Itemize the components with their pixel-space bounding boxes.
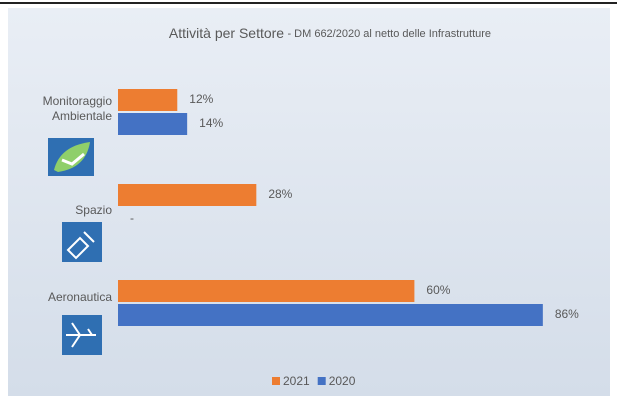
- data-label: -: [130, 211, 134, 225]
- data-label: 12%: [189, 92, 213, 106]
- label-line: Monitoraggio: [43, 94, 113, 108]
- label-line: Ambientale: [52, 109, 112, 123]
- legend-swatch: [317, 377, 326, 385]
- bar: [118, 89, 178, 111]
- bar: [118, 113, 188, 135]
- bar: [118, 184, 257, 206]
- bar: [118, 280, 415, 302]
- subtitle: - DM 662/2020 al netto delle Infrastrutt…: [287, 28, 491, 40]
- icon: [48, 138, 94, 176]
- icon: [62, 315, 102, 355]
- data-label: 60%: [426, 283, 450, 297]
- title: Attività per Settore: [169, 25, 284, 41]
- bar: [118, 304, 543, 326]
- data-label: 86%: [555, 307, 579, 321]
- chart-area: [8, 8, 610, 396]
- y-tick-label: Aeronautica: [48, 290, 112, 304]
- data-label: 14%: [199, 116, 223, 130]
- y-tick-label: Spazio: [75, 203, 112, 217]
- y-tick-label: Monitoraggio Ambientale: [43, 94, 113, 123]
- legend-swatch: [272, 377, 280, 385]
- chart-title: Attività per Settore - DM 662/2020 al ne…: [169, 25, 491, 41]
- legend-label: 2020: [329, 374, 356, 388]
- data-label: 28%: [268, 187, 292, 201]
- icon: [62, 222, 102, 262]
- legend-label: 2021: [283, 374, 310, 388]
